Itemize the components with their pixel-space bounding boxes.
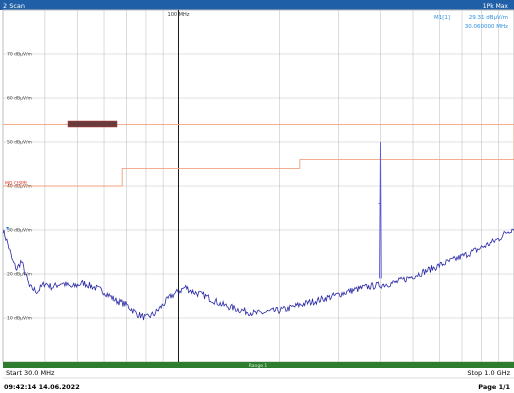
title-bar	[0, 0, 514, 10]
spectrum-trace	[2, 228, 514, 321]
limit-line-label: MO CISPR	[5, 181, 27, 187]
y-tick-label: 30 dBµV/m	[7, 228, 32, 234]
y-axis-tick-labels: 70 dBµV/m 60 dBµV/m 50 dBµV/m 40 dBµV/m 30 d…	[7, 52, 32, 322]
page-number: Page 1/1	[478, 383, 510, 391]
limit-marker-box	[67, 120, 118, 128]
window-title: 2 Scan	[3, 2, 25, 10]
trace-mode-label: 1Pk Max	[483, 3, 509, 10]
y-tick-label: 60 dBµV/m	[7, 96, 32, 102]
y-tick-label: 40 dBµV/m	[7, 184, 32, 190]
spectrum-spike	[378, 141, 382, 279]
timestamp: 09:42:14 14.06.2022	[4, 383, 80, 391]
reference-line-label: 100 MHz	[168, 12, 190, 18]
range-bar	[3, 362, 514, 368]
marker-indicator	[6, 227, 9, 230]
stop-frequency: Stop 1.0 GHz	[467, 369, 510, 377]
y-tick-label: 20 dBµV/m	[7, 272, 32, 278]
y-tick-label: 70 dBµV/m	[7, 52, 32, 58]
marker-level: 29.31 dBµV/m	[469, 15, 508, 21]
marker-frequency: 30.060000 MHz	[465, 24, 508, 30]
limit-line	[3, 159, 514, 187]
start-frequency: Start 30.0 MHz	[6, 369, 55, 377]
y-tick-label: 10 dBµV/m	[7, 316, 32, 322]
range-label: Range 1	[249, 363, 268, 369]
marker-name: M1[1]	[434, 15, 450, 21]
y-tick-label: 50 dBµV/m	[7, 140, 32, 146]
